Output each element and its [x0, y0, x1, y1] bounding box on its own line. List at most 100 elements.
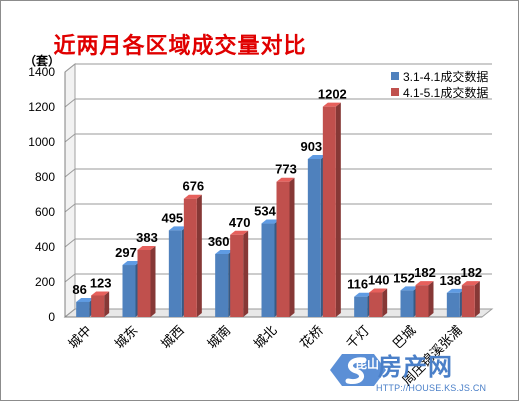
- bar-front: [261, 223, 275, 317]
- gridline-depth: [64, 168, 76, 178]
- bar-2-花桥: [322, 102, 341, 318]
- data-label: 676: [182, 179, 204, 194]
- data-label: 123: [90, 275, 112, 290]
- gridline-depth: [64, 308, 76, 318]
- data-label: 1202: [318, 87, 347, 102]
- bar-top: [400, 286, 419, 291]
- bar-front: [183, 198, 197, 317]
- data-label: 182: [414, 265, 436, 280]
- x-tick-label: 城南: [204, 323, 234, 353]
- legend-item-series-2: 4.1-5.1成交数据: [391, 84, 488, 100]
- bar-top: [122, 261, 141, 266]
- data-label: 534: [254, 204, 276, 219]
- bar-side: [382, 288, 388, 317]
- bar-2-城东: [137, 245, 156, 317]
- bar-top: [307, 154, 326, 159]
- bar-front: [415, 285, 429, 317]
- bar-2-城北: [276, 177, 295, 317]
- logo-s-icon: [345, 357, 367, 385]
- data-label: 903: [300, 139, 322, 154]
- gridline-depth: [64, 273, 76, 283]
- data-label: 140: [368, 273, 390, 288]
- bar-top: [276, 177, 295, 182]
- bar-2-城中: [91, 291, 110, 317]
- site-logo: [330, 354, 386, 386]
- bar-top: [354, 292, 373, 297]
- gridline-depth: [64, 63, 76, 73]
- bar-front: [369, 292, 383, 317]
- bar-top: [322, 102, 341, 107]
- bar-top: [446, 288, 465, 293]
- y-tick-label: 0: [48, 310, 55, 324]
- bar-side: [243, 230, 249, 317]
- bar-front: [230, 234, 244, 317]
- bar-front: [400, 290, 414, 317]
- bar-2-周庄锦溪张浦: [461, 281, 480, 317]
- x-tick-label: 城西: [159, 323, 188, 352]
- bar-2-千灯: [369, 288, 388, 317]
- y-tick-label: 800: [35, 170, 55, 184]
- bar-side: [474, 281, 480, 317]
- gridline-depth: [64, 238, 76, 248]
- bar-side: [335, 102, 341, 318]
- y-tick-label: 1000: [28, 135, 55, 149]
- chart-legend: 3.1-4.1成交数据 4.1-5.1成交数据: [391, 68, 488, 100]
- bar-top: [183, 194, 202, 199]
- bar-top: [91, 291, 110, 296]
- data-label: 773: [275, 162, 297, 177]
- legend-label-series-2: 4.1-5.1成交数据: [403, 85, 489, 100]
- bar-front: [168, 230, 182, 317]
- bar-2-巴城: [415, 281, 434, 317]
- bar-top: [137, 245, 156, 250]
- bar-top: [230, 230, 249, 235]
- logo-text: 昆山: [355, 357, 380, 371]
- bar-side: [196, 194, 202, 317]
- y-tick-label: 200: [35, 275, 55, 289]
- bar-side: [428, 281, 434, 317]
- bar-top: [261, 219, 280, 224]
- bar-front: [461, 285, 475, 317]
- legend-swatch-series-2: [391, 88, 399, 96]
- bar-front: [215, 254, 229, 317]
- y-tick-label: 1200: [28, 100, 55, 114]
- y-tick-label: 400: [35, 240, 55, 254]
- data-label: 138: [439, 273, 461, 288]
- bar-top: [168, 226, 187, 231]
- bar-front: [307, 158, 321, 317]
- x-tick-label: 城东: [112, 323, 141, 352]
- bar-front: [91, 295, 105, 317]
- bar-front: [122, 265, 136, 317]
- legend-label-series-1: 3.1-4.1成交数据: [403, 69, 489, 84]
- bar-front: [137, 249, 151, 317]
- bar-top: [415, 281, 434, 286]
- bar-top: [369, 288, 388, 293]
- bar-top: [215, 250, 234, 254]
- watermark-site-name: 房产网: [378, 353, 453, 381]
- bar-front: [322, 106, 336, 318]
- chart-title: 近两月各区域成交量对比: [53, 33, 307, 59]
- data-label: 182: [460, 265, 482, 280]
- y-axis-unit-label: （套）: [24, 54, 61, 68]
- data-label: 116: [347, 277, 368, 292]
- gridline-depth: [64, 133, 76, 143]
- watermark-url: HTTP://HOUSE.KS.JS.CN: [376, 383, 487, 393]
- bar-side: [289, 177, 295, 317]
- bar-front: [76, 301, 90, 317]
- data-label: 495: [161, 210, 183, 225]
- bar-2-城西: [183, 194, 202, 317]
- gridline-depth: [64, 98, 76, 108]
- bar-side: [104, 291, 110, 317]
- bar-front: [354, 296, 368, 317]
- bar-front: [276, 181, 290, 317]
- x-tick-label: 城中: [66, 323, 95, 352]
- data-label: 383: [136, 230, 158, 245]
- x-tick-label: 花桥: [297, 323, 327, 353]
- legend-item-series-1: 3.1-4.1成交数据: [391, 68, 488, 84]
- y-tick-label: 600: [35, 205, 55, 219]
- bar-front: [446, 292, 460, 317]
- bar-top: [461, 281, 480, 286]
- y-tick-label: 1400: [28, 65, 55, 79]
